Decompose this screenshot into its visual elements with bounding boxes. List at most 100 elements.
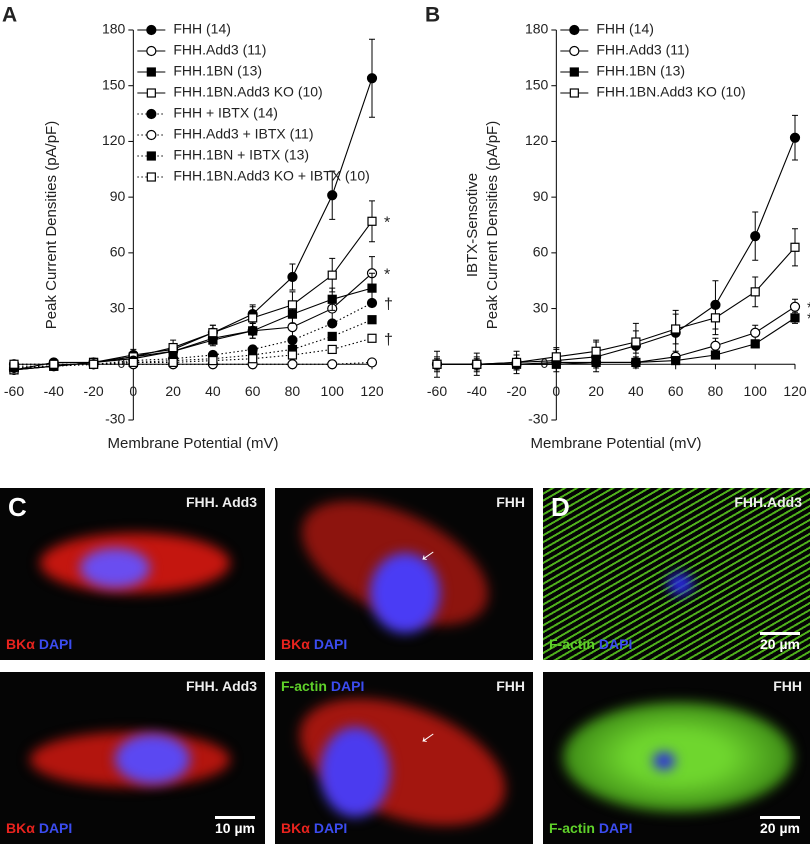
stain-legend: BKα DAPI — [281, 820, 351, 836]
data-point — [248, 313, 258, 323]
data-point — [287, 300, 298, 310]
data-point — [789, 301, 801, 312]
data-point — [208, 355, 218, 366]
x-tick-label: 60 — [668, 383, 684, 399]
legend-marker — [569, 67, 579, 77]
data-point — [367, 283, 377, 293]
series-line — [13, 272, 373, 371]
data-point — [790, 242, 800, 252]
panel-label: D — [551, 492, 570, 522]
scale-bar: 20 µm — [760, 632, 800, 652]
x-tick-label: 120 — [783, 383, 807, 399]
series-line — [13, 78, 373, 371]
data-point — [208, 328, 218, 338]
data-point — [710, 350, 721, 360]
x-tick-label: 100 — [321, 383, 345, 399]
legend-marker — [569, 45, 580, 57]
data-point — [327, 190, 338, 201]
y-tick-label: 120 — [525, 132, 549, 148]
legend-label: FHH.Add3 (11) — [596, 42, 689, 58]
data-point — [432, 359, 442, 369]
y-tick-label: 150 — [525, 76, 549, 92]
legend-label: FHH (14) — [596, 21, 654, 37]
legend-marker — [146, 108, 157, 120]
y-axis-label: IBTX-Sensotive — [464, 173, 481, 277]
image-title: FHH — [773, 678, 802, 694]
annotation: * — [807, 300, 810, 317]
stain-label: BKα — [6, 820, 35, 836]
data-point — [367, 333, 377, 343]
data-point — [128, 357, 138, 368]
series-line — [13, 220, 373, 371]
data-point — [671, 355, 681, 366]
image-title: FHH. Add3 — [185, 678, 257, 694]
data-point — [287, 271, 298, 283]
stain-label: DAPI — [313, 820, 348, 836]
micrograph: FHH. Add3 BKα DAPI C — [0, 488, 265, 660]
stain-label: DAPI — [313, 636, 348, 652]
series-line — [437, 317, 796, 365]
data-point — [287, 322, 298, 333]
data-point — [710, 340, 721, 351]
x-tick-label: -20 — [83, 383, 103, 399]
data-point — [750, 287, 760, 297]
series-line — [13, 302, 373, 369]
image-title: FHH — [496, 678, 525, 694]
panel-label: C — [8, 492, 27, 522]
legend-label: FHH.Add3 + IBTX (11) — [173, 126, 313, 142]
series-line — [14, 337, 373, 365]
data-point — [367, 315, 377, 325]
data-point — [248, 354, 258, 364]
legend-marker — [569, 24, 580, 36]
stain-label: DAPI — [330, 678, 365, 694]
legend-label: FHH (14) — [173, 21, 231, 37]
stain-label: DAPI — [598, 636, 633, 652]
legend-marker — [569, 88, 579, 98]
data-point — [327, 344, 337, 355]
micrograph: FHH BKα DAPI ← — [275, 488, 533, 660]
legend-marker — [146, 172, 156, 182]
x-tick-label: -40 — [44, 383, 64, 399]
data-point — [287, 350, 298, 360]
legend-label: FHH + IBTX (14) — [173, 105, 278, 121]
legend-marker — [146, 88, 156, 98]
data-point — [631, 357, 641, 368]
annotation: † — [384, 296, 393, 313]
panel-label: B — [425, 4, 440, 27]
stain-label: BKα — [6, 636, 35, 652]
data-point — [88, 359, 99, 369]
image-title: FHH.Add3 — [734, 494, 802, 510]
data-point — [750, 327, 761, 338]
scale-bar: 10 µm — [215, 816, 255, 836]
y-tick-label: 150 — [102, 76, 126, 92]
stain-label: BKα — [281, 820, 310, 836]
annotation: * — [807, 311, 810, 328]
x-tick-label: 40 — [628, 383, 644, 399]
data-point — [168, 357, 178, 368]
x-tick-label: 40 — [205, 383, 221, 399]
y-tick-label: 0 — [118, 355, 126, 371]
data-point — [671, 324, 681, 334]
x-tick-label: -60 — [427, 383, 447, 399]
data-point — [511, 357, 522, 368]
x-tick-label: 0 — [129, 383, 137, 399]
micrograph: FHH.Add3 F-actin DAPI 20 µm D — [543, 488, 810, 660]
stain-legend: F-actin DAPI — [281, 678, 368, 694]
x-tick-label: 0 — [552, 383, 560, 399]
stain-label: F-actin — [549, 636, 595, 652]
micrograph: FHH. Add3 BKα DAPI 10 µm — [0, 672, 265, 844]
y-tick-label: 90 — [533, 188, 549, 204]
y-tick-label: 180 — [102, 21, 126, 37]
data-point — [49, 359, 59, 369]
y-axis-label: Peak Current Densities (pA/pF) — [484, 121, 501, 329]
y-tick-label: 120 — [102, 132, 126, 148]
legend-label: FHH.1BN + IBTX (13) — [173, 147, 309, 163]
x-axis-label: Membrane Potential (mV) — [108, 435, 279, 452]
data-point — [287, 335, 298, 346]
legend-label: FHH.1BN.Add3 KO + IBTX (10) — [173, 168, 369, 184]
legend-marker — [146, 45, 157, 57]
x-tick-label: 120 — [360, 383, 384, 399]
data-point — [168, 342, 178, 353]
stain-legend: BKα DAPI — [6, 636, 76, 652]
